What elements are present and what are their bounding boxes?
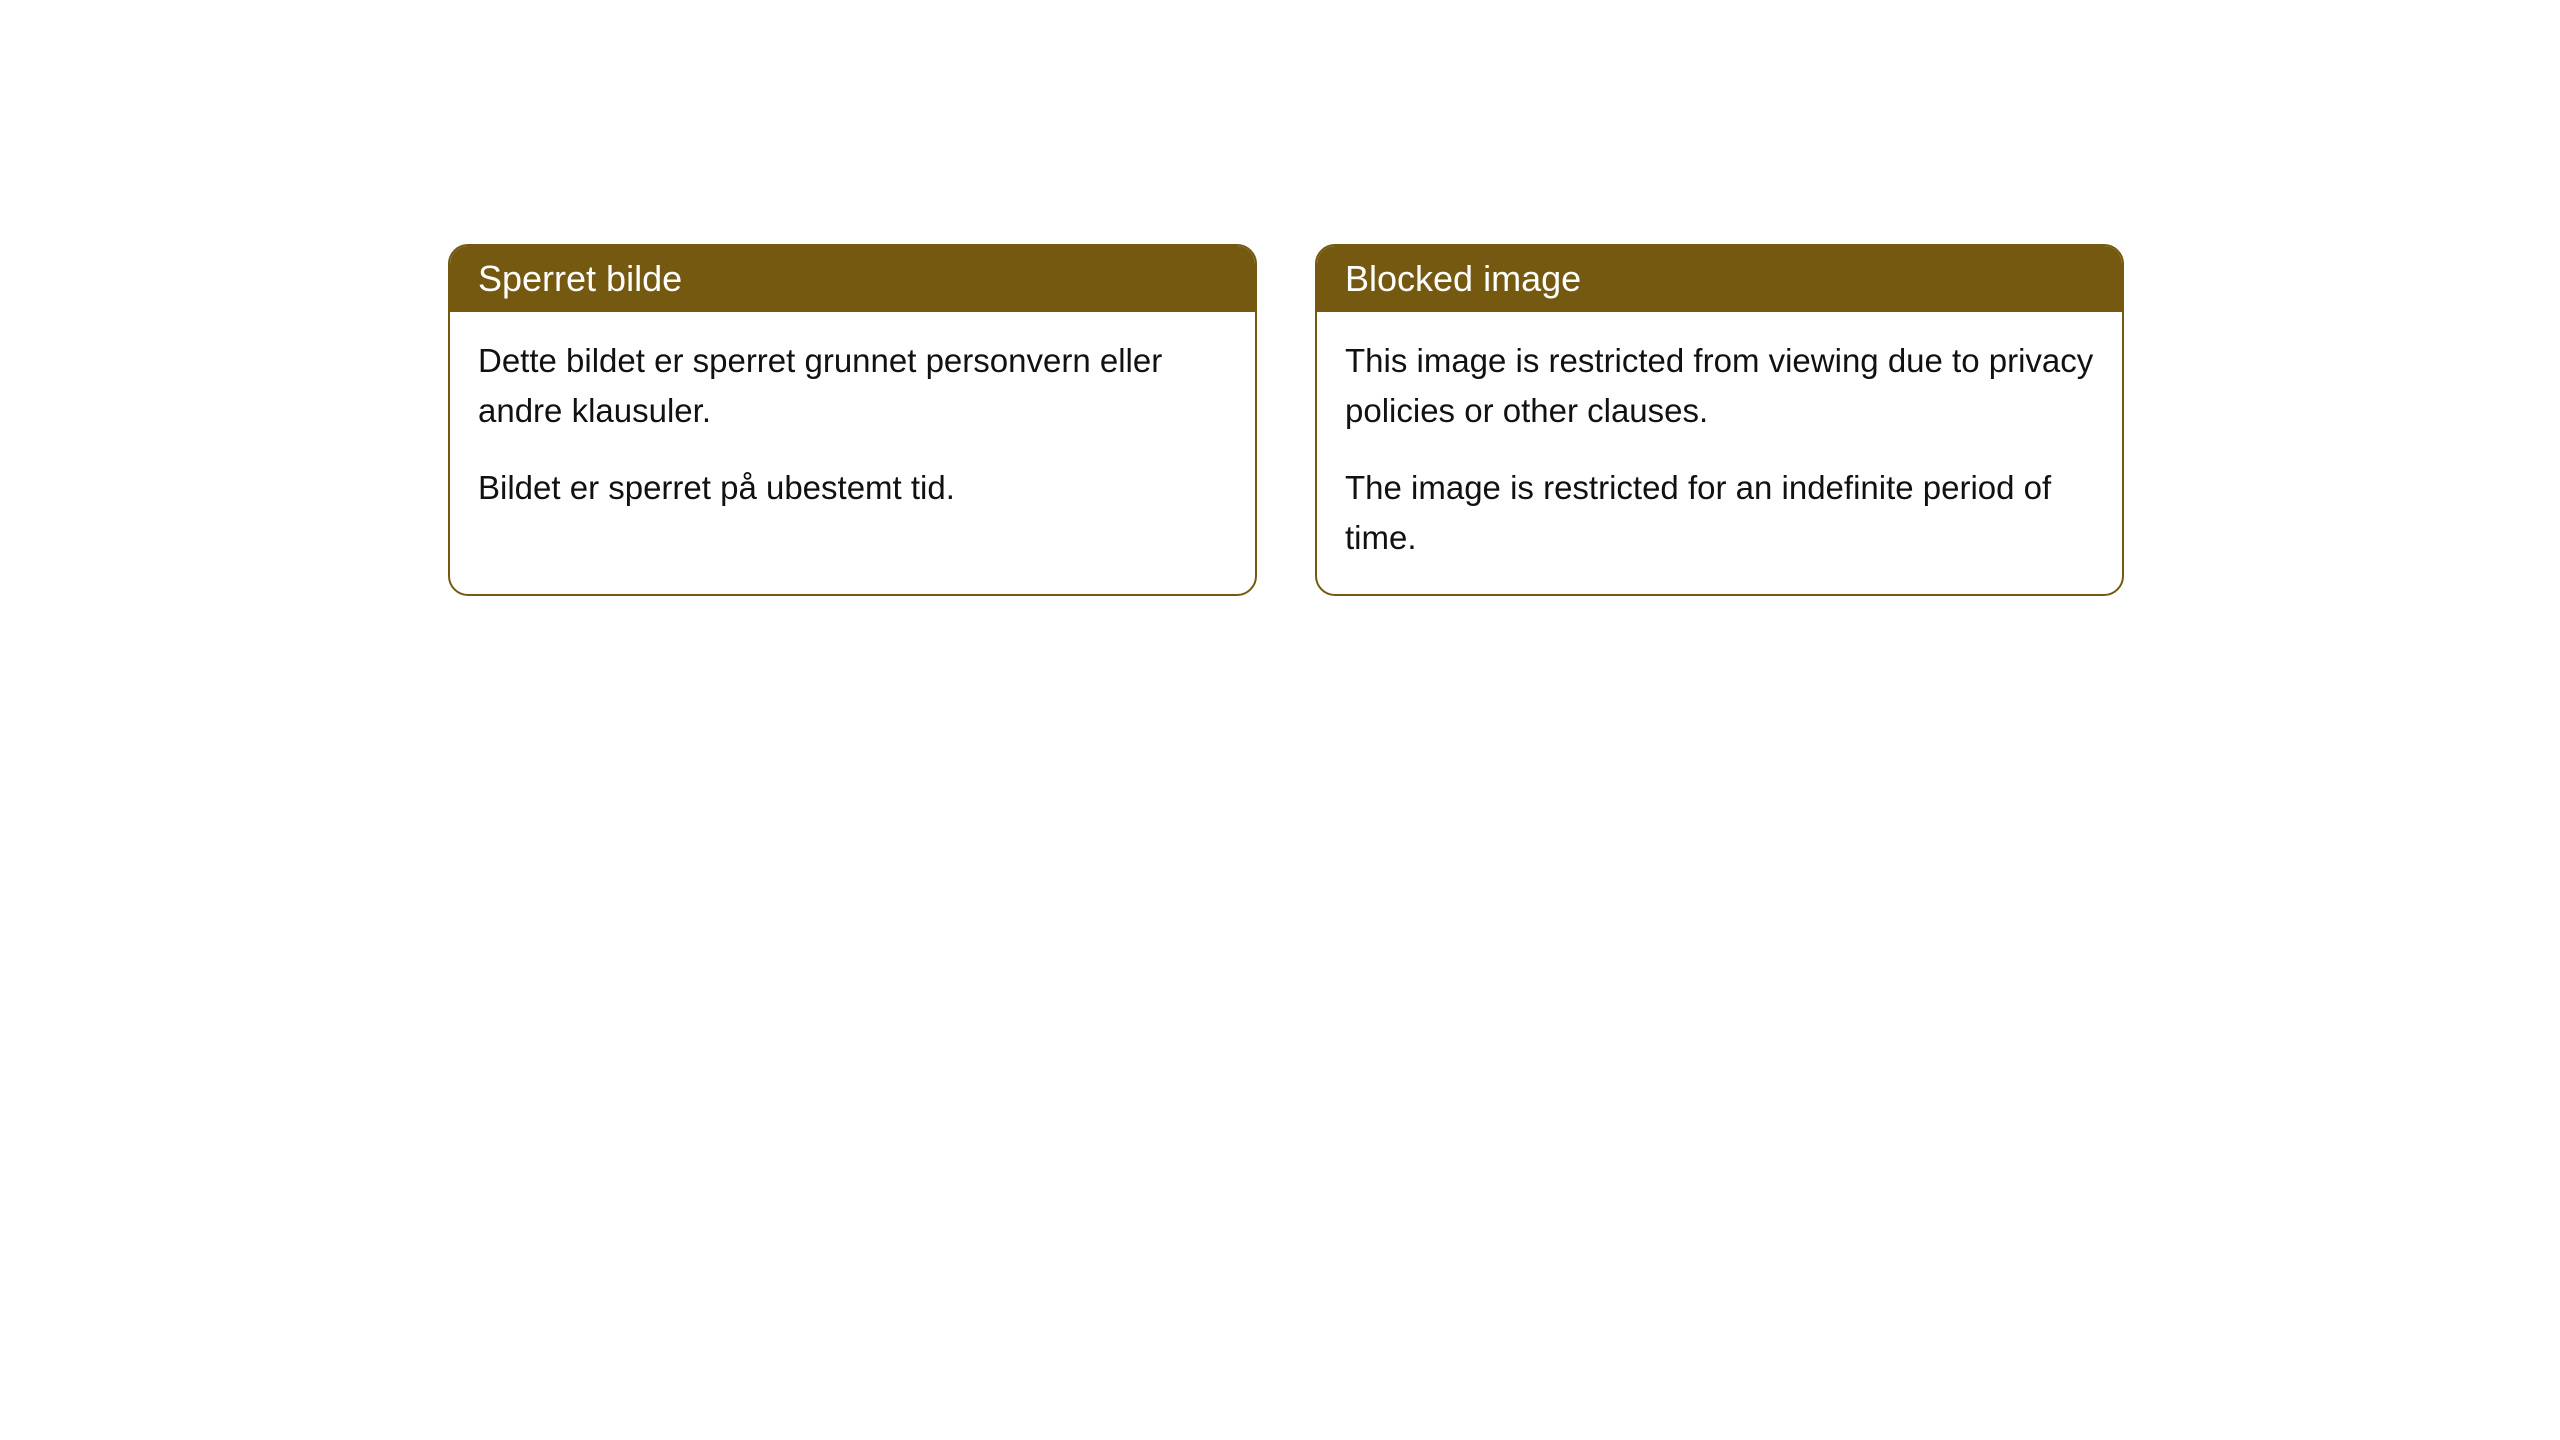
notice-title-english: Blocked image [1345, 258, 1581, 299]
notice-paragraph-1-english: This image is restricted from viewing du… [1345, 336, 2094, 435]
notice-card-english: Blocked image This image is restricted f… [1315, 244, 2124, 596]
notice-paragraph-1-norwegian: Dette bildet er sperret grunnet personve… [478, 336, 1227, 435]
notice-paragraph-2-english: The image is restricted for an indefinit… [1345, 463, 2094, 562]
notice-header-norwegian: Sperret bilde [450, 246, 1255, 312]
notice-body-english: This image is restricted from viewing du… [1317, 312, 2122, 594]
notice-container: Sperret bilde Dette bildet er sperret gr… [0, 0, 2560, 596]
notice-body-norwegian: Dette bildet er sperret grunnet personve… [450, 312, 1255, 545]
notice-title-norwegian: Sperret bilde [478, 258, 682, 299]
notice-header-english: Blocked image [1317, 246, 2122, 312]
notice-paragraph-2-norwegian: Bildet er sperret på ubestemt tid. [478, 463, 1227, 513]
notice-card-norwegian: Sperret bilde Dette bildet er sperret gr… [448, 244, 1257, 596]
